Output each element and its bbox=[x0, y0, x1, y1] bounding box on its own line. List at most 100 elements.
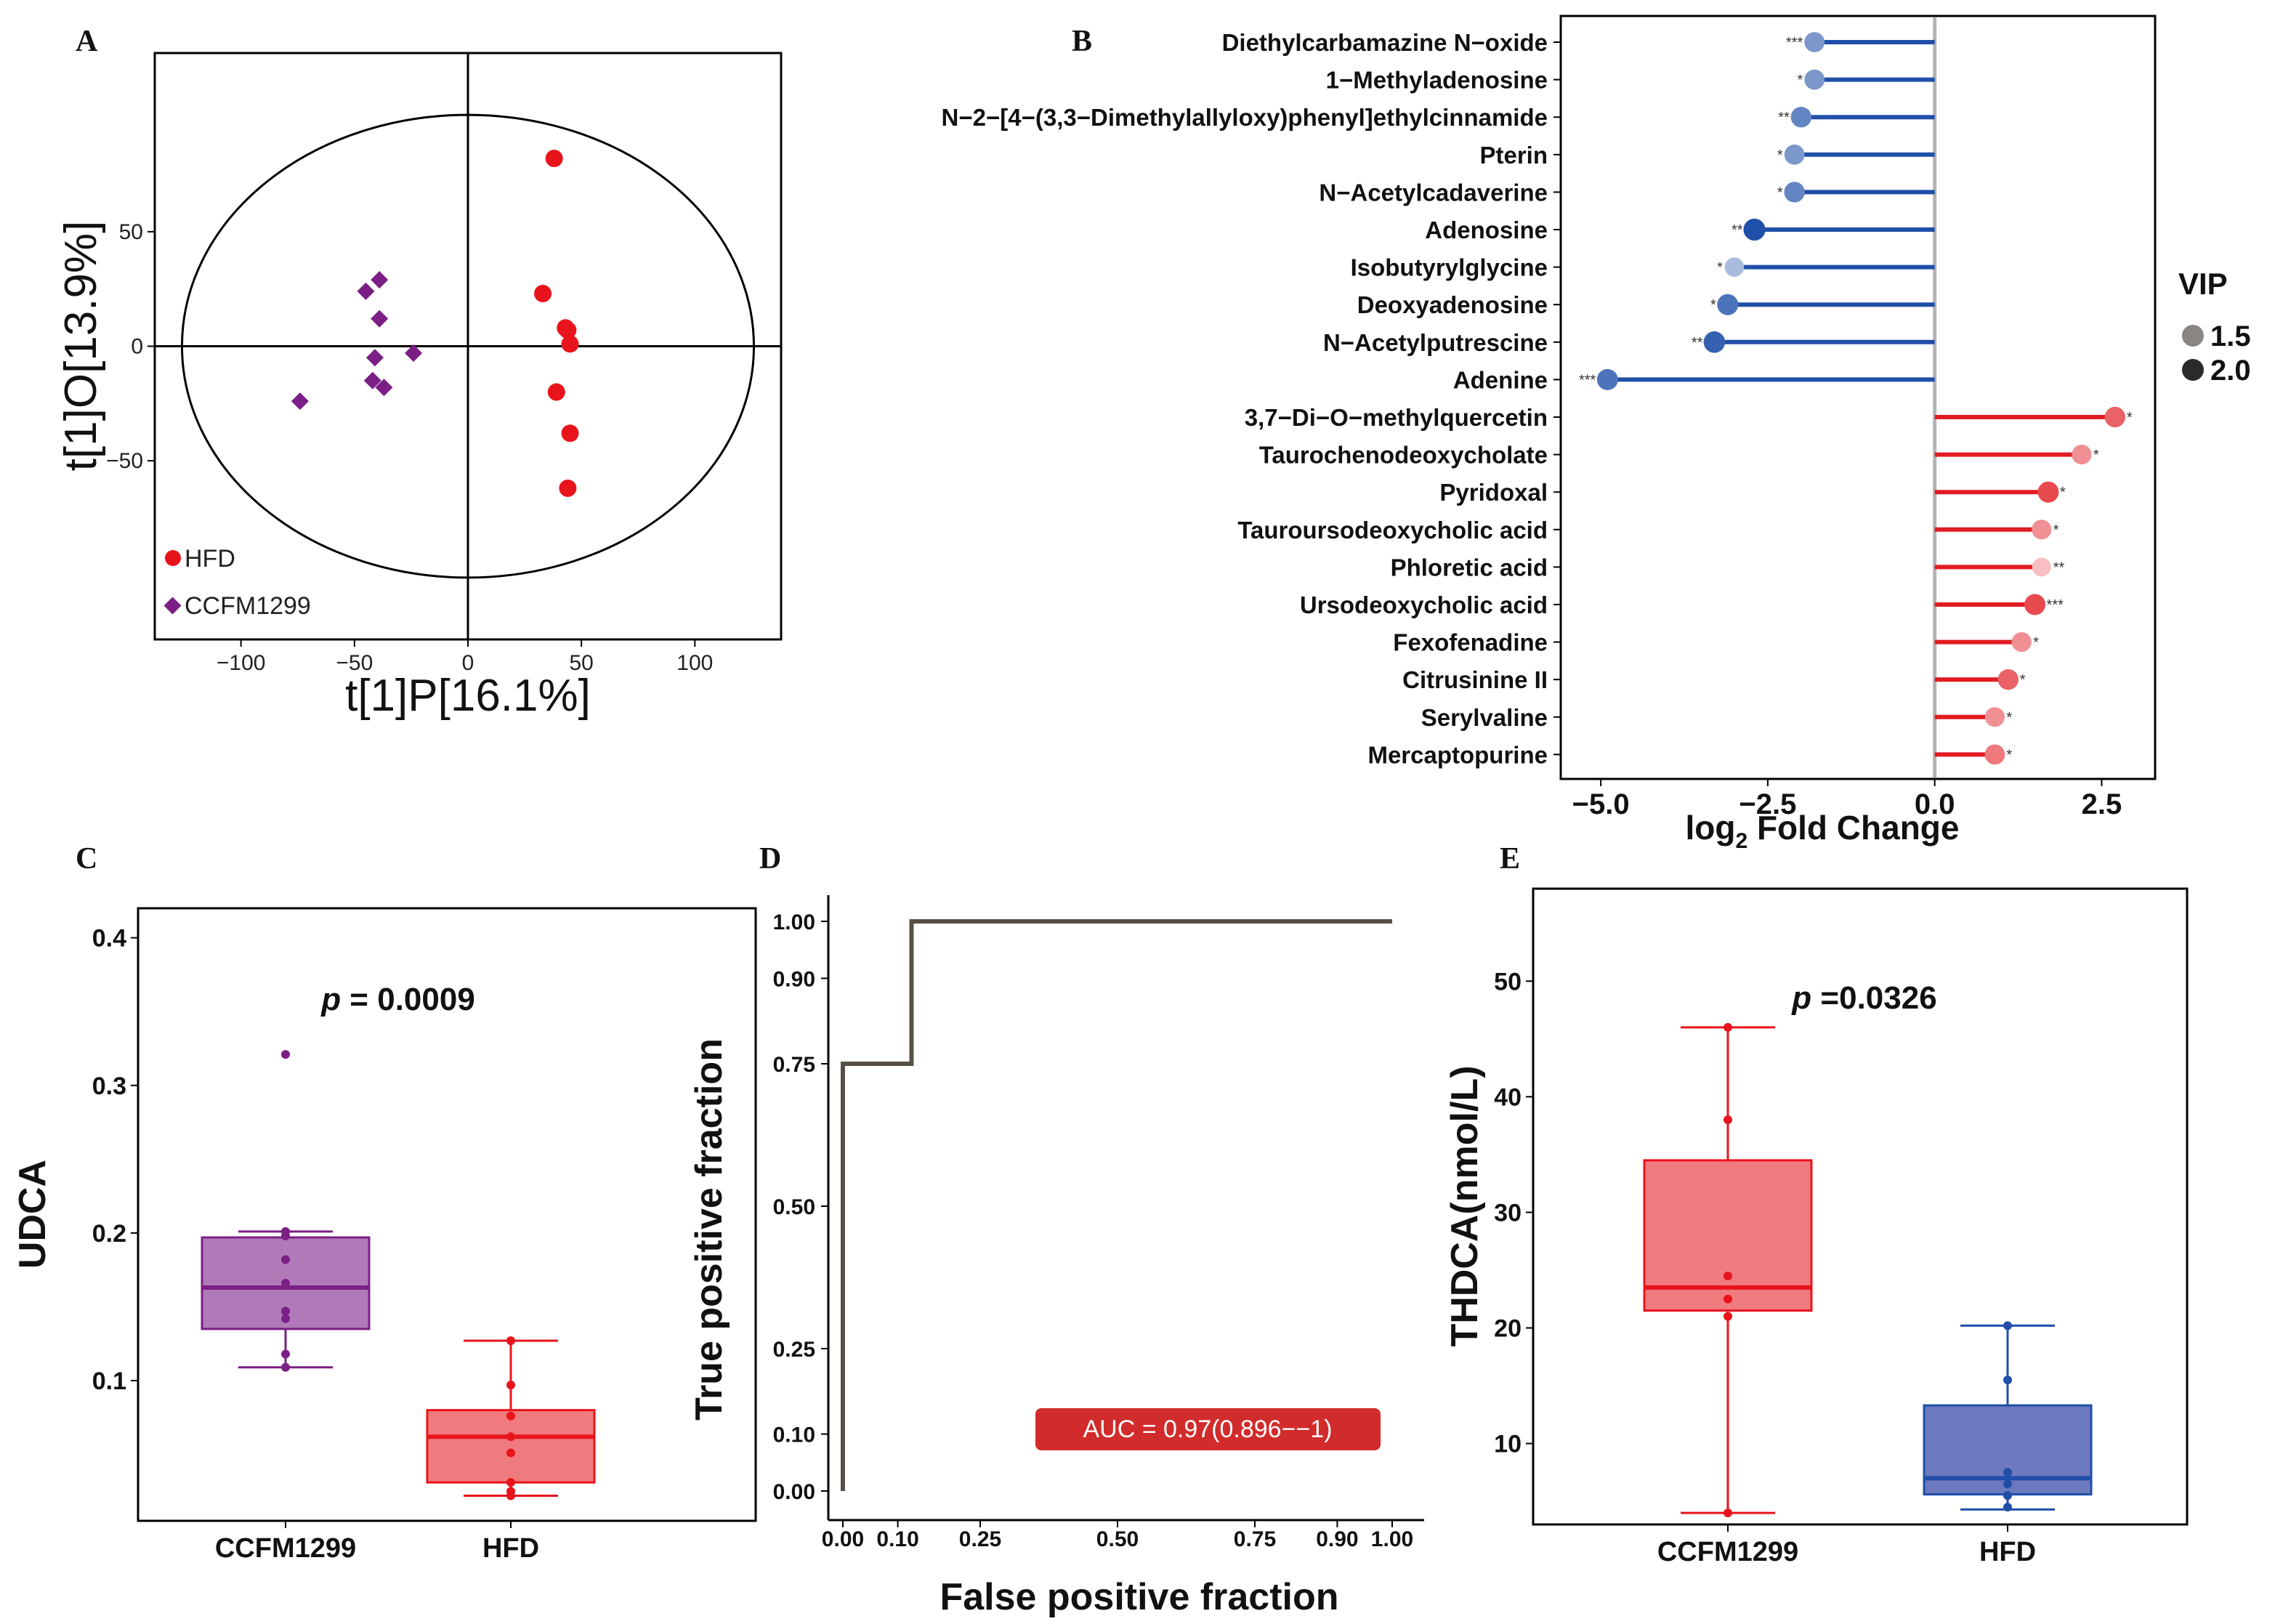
fold-change-point bbox=[1703, 331, 1726, 353]
panel-a-x-axis-title: t[1]P[16.1%] bbox=[345, 671, 591, 721]
panel-c-p-value: p = 0.0009 bbox=[320, 982, 475, 1017]
legend-ccfm1299-label: CCFM1299 bbox=[185, 592, 311, 620]
vip-legend-marker-1-5 bbox=[2182, 325, 2204, 347]
box-data-point bbox=[506, 1448, 515, 1458]
box-data-point bbox=[1724, 1115, 1732, 1125]
y-tick-label: 0 bbox=[131, 335, 143, 359]
box-data-point bbox=[1724, 1312, 1732, 1321]
y-tick-label: 20 bbox=[1494, 1315, 1522, 1343]
panel-e-y-axis-title: THDCA(nmol/L) bbox=[1444, 1065, 1486, 1346]
x-tick-label: HFD bbox=[482, 1533, 539, 1564]
hfd-point bbox=[545, 150, 563, 168]
metabolite-label: Fexofenadine bbox=[1393, 629, 1548, 656]
y-tick-label: 0.2 bbox=[92, 1220, 126, 1248]
metabolite-label: Diethylcarbamazine N−oxide bbox=[1222, 29, 1548, 56]
y-tick-label: 30 bbox=[1494, 1199, 1522, 1227]
box-data-point bbox=[281, 1255, 290, 1264]
significance-stars: * bbox=[1797, 73, 1803, 89]
vip-legend-title: VIP bbox=[2178, 267, 2228, 301]
significance-stars: * bbox=[2020, 672, 2026, 688]
panel-d-x-axis-title: False positive fraction bbox=[940, 1576, 1338, 1618]
metabolite-label: Citrusinine II bbox=[1402, 666, 1548, 693]
box-data-point bbox=[2003, 1375, 2012, 1385]
x-tick-label: 0.0 bbox=[1915, 788, 1955, 820]
box-data-point bbox=[506, 1478, 515, 1487]
hfd-point bbox=[547, 383, 565, 401]
significance-stars: *** bbox=[1579, 372, 1596, 388]
ccfm1299-point bbox=[357, 282, 375, 300]
fold-change-point bbox=[2024, 594, 2046, 615]
panel-label-c: C bbox=[76, 842, 97, 876]
panel-e-frame bbox=[1532, 887, 2189, 1526]
significance-stars: *** bbox=[1786, 35, 1803, 51]
panel-b-frame bbox=[1559, 15, 2157, 780]
metabolite-label: N−2−[4−(3,3−Dimethylallyloxy)phenyl]ethy… bbox=[942, 104, 1548, 131]
hfd-point bbox=[534, 284, 552, 302]
fold-change-point bbox=[1784, 144, 1805, 165]
panel-c-y-axis-title: UDCA bbox=[12, 1160, 54, 1269]
fold-change-point bbox=[1596, 368, 1618, 390]
x-tick-label: −50 bbox=[336, 651, 373, 675]
hfd-point bbox=[559, 321, 577, 339]
hfd-point bbox=[559, 479, 577, 497]
y-tick-label: 0.50 bbox=[773, 1195, 815, 1219]
x-tick-label: CCFM1299 bbox=[215, 1533, 356, 1564]
vip-legend-label-2-0: 2.0 bbox=[2210, 355, 2251, 387]
significance-stars: * bbox=[1777, 148, 1783, 163]
ccfm1299-point bbox=[363, 371, 381, 389]
metabolite-label: Pterin bbox=[1479, 142, 1548, 169]
panel-e-plot-area: 10 20 30 40 50 CCFM1299 HFD bbox=[1494, 968, 2093, 1567]
auc-label: AUC = 0.97(0.896−−1) bbox=[1083, 1415, 1332, 1443]
metabolite-label: 3,7−Di−O−methylquercetin bbox=[1245, 404, 1548, 431]
significance-stars: * bbox=[2033, 635, 2039, 651]
fold-change-point bbox=[2032, 557, 2051, 577]
metabolite-label: Taurochenodeoxycholate bbox=[1259, 442, 1548, 469]
ccfm1299-point bbox=[365, 349, 384, 367]
box-data-point bbox=[506, 1336, 515, 1346]
metabolite-label: Ursodeoxycholic acid bbox=[1300, 591, 1548, 618]
box-data-point bbox=[281, 1050, 290, 1059]
panel-label-e: E bbox=[1500, 842, 1520, 876]
x-tick-label: 0.25 bbox=[959, 1527, 1001, 1551]
vip-legend-marker-2-0 bbox=[2182, 359, 2204, 381]
significance-stars: *** bbox=[2047, 597, 2064, 613]
fold-change-point bbox=[2072, 445, 2092, 465]
box-data-point bbox=[506, 1491, 515, 1500]
box-data-point bbox=[281, 1349, 290, 1359]
metabolite-label: N−Acetylputrescine bbox=[1323, 329, 1548, 356]
ccfm1299-point bbox=[371, 271, 389, 289]
significance-stars: ** bbox=[1778, 110, 1790, 126]
box-data-point bbox=[506, 1411, 515, 1421]
x-tick-label: −100 bbox=[217, 651, 266, 675]
legend-hfd-label: HFD bbox=[185, 545, 235, 573]
significance-stars: * bbox=[2053, 522, 2059, 538]
fold-change-point bbox=[2032, 520, 2052, 540]
box-data-point bbox=[1724, 1022, 1732, 1032]
y-tick-label: 10 bbox=[1494, 1431, 1522, 1458]
panel-b-vip-legend: VIP 1.5 2.0 bbox=[2178, 267, 2251, 387]
fold-change-point bbox=[1804, 69, 1825, 90]
y-tick-label: 0.90 bbox=[773, 967, 815, 991]
significance-stars: * bbox=[1717, 260, 1723, 276]
y-tick-label: 0.00 bbox=[773, 1480, 815, 1504]
panel-e-p-text: =0.0326 bbox=[1811, 980, 1937, 1016]
x-tick-label: 0.90 bbox=[1316, 1527, 1358, 1551]
fold-change-point bbox=[1784, 182, 1805, 203]
fold-change-point bbox=[1743, 218, 1766, 241]
box-data-point bbox=[506, 1432, 515, 1442]
box-data-point bbox=[281, 1314, 290, 1323]
hfd-point bbox=[561, 424, 579, 443]
metabolite-label: Tauroursodeoxycholic acid bbox=[1237, 517, 1548, 544]
x-tick-label: 2.5 bbox=[2082, 788, 2122, 820]
fold-change-point bbox=[1717, 294, 1739, 315]
panel-b-x-axis-title-subscript: 2 bbox=[1735, 829, 1747, 853]
fold-change-point bbox=[1997, 669, 2019, 690]
x-tick-label: −5.0 bbox=[1572, 788, 1630, 820]
panel-b-x-axis-title: log2 Fold Change bbox=[1686, 809, 1960, 853]
panel-d-plot-area: 0.00 0.00 0.10 0.10 0.25 0.25 0.50 0.50 0.75 0.75… bbox=[773, 910, 1414, 1551]
hfd-point bbox=[561, 335, 579, 353]
fold-change-point bbox=[2037, 481, 2059, 503]
panel-b-x-axis-title-tail: Fold Change bbox=[1747, 809, 1959, 847]
y-tick-label: −50 bbox=[106, 449, 143, 473]
panel-b-plot-area: Diethylcarbamazine N−oxide ***1−Methylade… bbox=[942, 17, 2133, 820]
